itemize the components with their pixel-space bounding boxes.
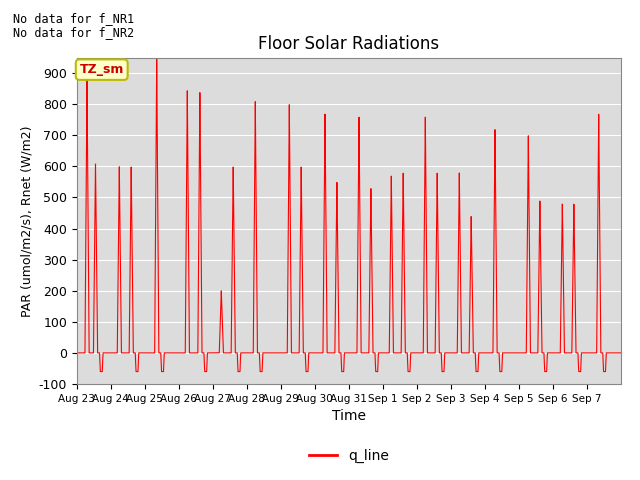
X-axis label: Time: Time [332, 409, 366, 423]
Text: No data for f_NR1: No data for f_NR1 [13, 12, 134, 25]
Title: Floor Solar Radiations: Floor Solar Radiations [258, 35, 440, 53]
Legend: q_line: q_line [303, 443, 394, 468]
Text: No data for f_NR2: No data for f_NR2 [13, 26, 134, 39]
Text: TZ_sm: TZ_sm [79, 63, 124, 76]
Y-axis label: PAR (umol/m2/s), Rnet (W/m2): PAR (umol/m2/s), Rnet (W/m2) [20, 125, 33, 316]
